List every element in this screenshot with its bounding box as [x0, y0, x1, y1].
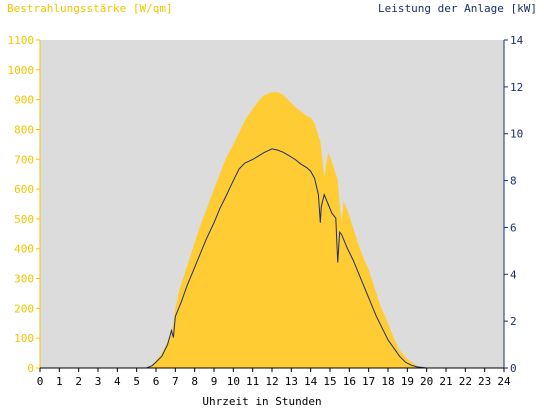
x-tick-label: 2	[75, 375, 82, 388]
x-tick-label: 1	[56, 375, 63, 388]
x-tick-label: 5	[133, 375, 140, 388]
left-tick-label: 0	[27, 362, 34, 375]
left-tick-label: 200	[14, 302, 34, 315]
left-axis-ticks: 0 100 200 300 400 500 600 700 800 900 1000 1100	[8, 34, 40, 375]
right-axis-title: Leistung der Anlage [kW]	[378, 2, 537, 15]
x-tick-label: 16	[343, 375, 356, 388]
right-tick-label: 2	[510, 315, 517, 328]
x-tick-label: 12	[265, 375, 278, 388]
x-tick-label: 9	[211, 375, 218, 388]
right-tick-label: 8	[510, 175, 517, 188]
x-tick-label: 21	[439, 375, 452, 388]
x-tick-label: 20	[420, 375, 433, 388]
left-tick-label: 500	[14, 213, 34, 226]
left-tick-label: 300	[14, 273, 34, 286]
left-tick-label: 1100	[8, 34, 35, 47]
right-axis-ticks: 0 2 4 6 8 10 12 14	[504, 34, 524, 375]
right-tick-label: 12	[510, 81, 523, 94]
left-tick-label: 400	[14, 243, 34, 256]
x-tick-label: 13	[285, 375, 298, 388]
x-tick-label: 10	[227, 375, 240, 388]
x-tick-label: 19	[401, 375, 414, 388]
right-tick-label: 4	[510, 268, 517, 281]
irradiance-area	[40, 92, 504, 369]
left-tick-label: 800	[14, 123, 34, 136]
x-tick-label: 3	[95, 375, 102, 388]
power-line	[40, 148, 504, 369]
right-tick-label: 6	[510, 221, 517, 234]
left-tick-label: 600	[14, 183, 34, 196]
left-tick-label: 100	[14, 332, 34, 345]
x-tick-label: 11	[246, 375, 259, 388]
x-tick-label: 4	[114, 375, 121, 388]
right-tick-label: 14	[510, 34, 524, 47]
x-tick-label: 22	[459, 375, 472, 388]
right-tick-label: 10	[510, 128, 523, 141]
left-axis-title: Bestrahlungsstärke [W/qm]	[7, 2, 173, 15]
left-tick-label: 700	[14, 153, 34, 166]
x-tick-label: 15	[323, 375, 336, 388]
x-tick-label: 14	[304, 375, 318, 388]
right-tick-label: 0	[510, 362, 517, 375]
x-axis-ticks: 0 1 2 3 4 5 6 7 8 9 10 11 12 13 14 15 16 17 18 19 20 21 22 23 24	[37, 368, 511, 388]
x-tick-label: 0	[37, 375, 44, 388]
left-tick-label: 900	[14, 94, 34, 107]
x-axis-label: Uhrzeit in Stunden	[202, 395, 321, 408]
left-tick-label: 1000	[8, 64, 35, 77]
x-tick-label: 24	[497, 375, 511, 388]
x-tick-label: 8	[191, 375, 198, 388]
x-tick-label: 18	[381, 375, 394, 388]
x-tick-label: 7	[172, 375, 179, 388]
x-tick-label: 6	[153, 375, 160, 388]
x-tick-label: 17	[362, 375, 375, 388]
x-tick-label: 23	[478, 375, 491, 388]
